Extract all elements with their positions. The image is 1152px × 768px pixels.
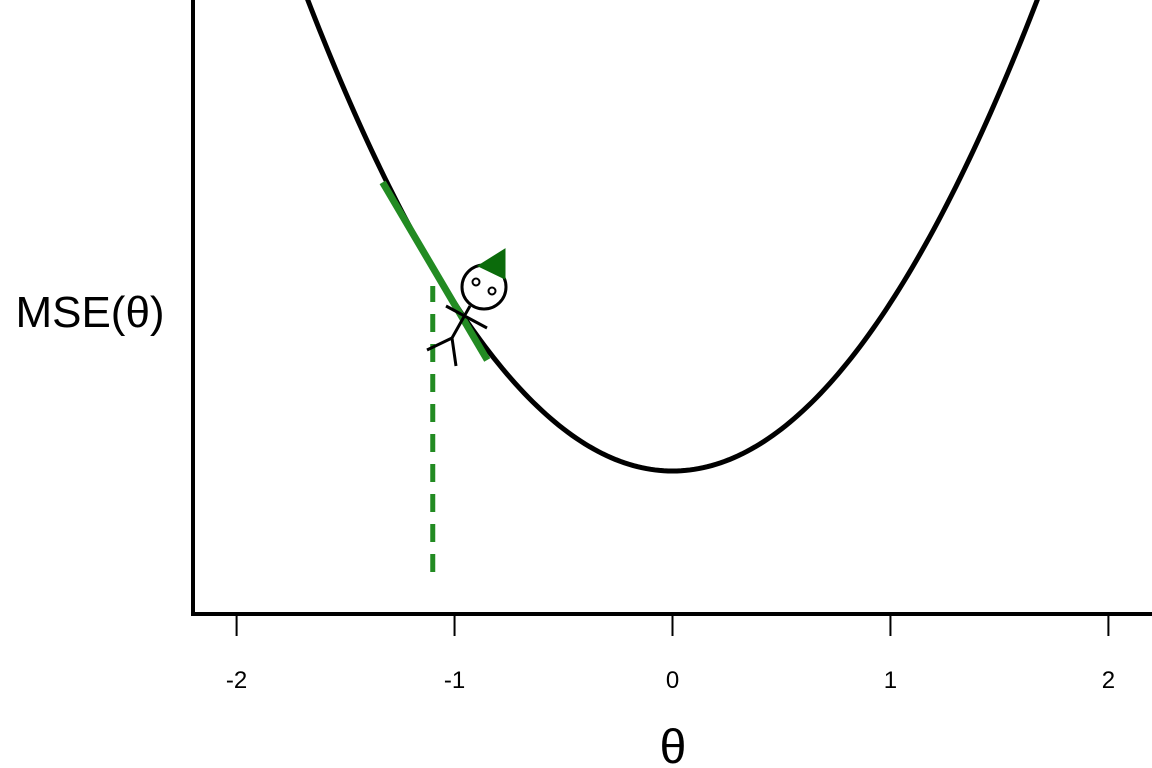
stick-figure [426,248,508,367]
mse-curve [305,0,1040,474]
x-tick-label: 0 [666,667,679,694]
x-axis-label: θ [660,721,687,768]
x-tick-label: -1 [444,667,465,694]
x-tick-label: 2 [1102,667,1115,694]
x-tick-label: 1 [884,667,897,694]
stick-figure-hat [476,248,506,280]
stick-figure-eye-right [487,286,497,296]
stick-figure-arms [445,304,488,330]
x-axis-ticks [235,616,1110,636]
stick-figure-eye-left [471,277,481,287]
x-tick-label: -2 [226,667,247,694]
tangent-line [379,180,491,362]
x-axis-tick-labels: -2 -1 0 1 2 [226,667,1115,694]
stick-figure-body [450,305,472,339]
y-axis-label: MSE(θ) [15,288,164,337]
plot-area: -2 -1 0 1 2 [191,0,1152,694]
